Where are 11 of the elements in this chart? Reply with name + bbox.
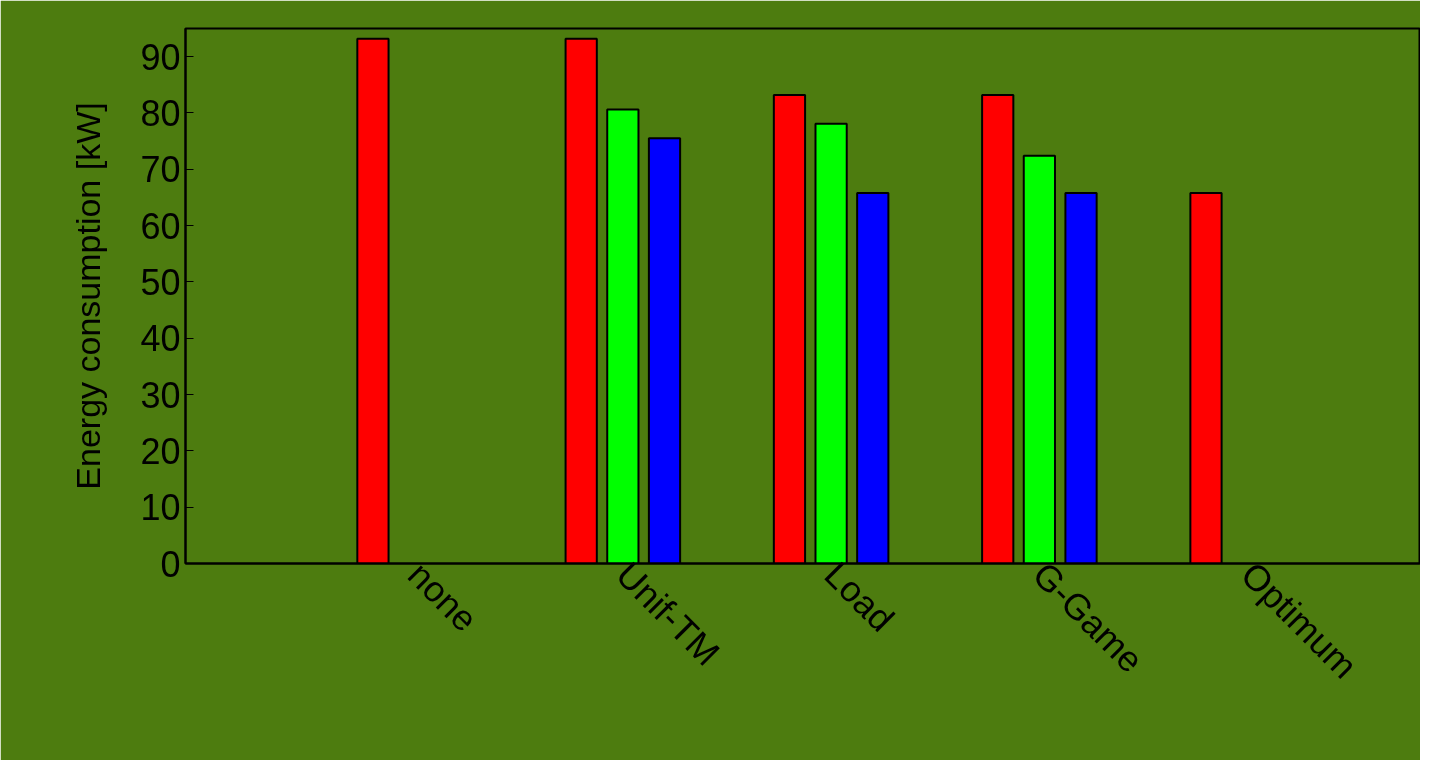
y-tick-label: 10 (140, 487, 181, 529)
y-tick-label: 70 (140, 149, 181, 191)
y-tick-label: 40 (140, 318, 181, 360)
y-tick-label: 20 (140, 430, 181, 472)
y-tick-label: 60 (140, 205, 181, 247)
y-axis-title: Energy consumption [kW] (69, 102, 108, 490)
y-tick-label: 80 (140, 92, 181, 134)
y-tick-label: 90 (140, 36, 181, 78)
y-tick-label: 50 (140, 261, 181, 303)
y-tick-label: 30 (140, 374, 181, 416)
y-tick-label: 0 (160, 543, 181, 585)
